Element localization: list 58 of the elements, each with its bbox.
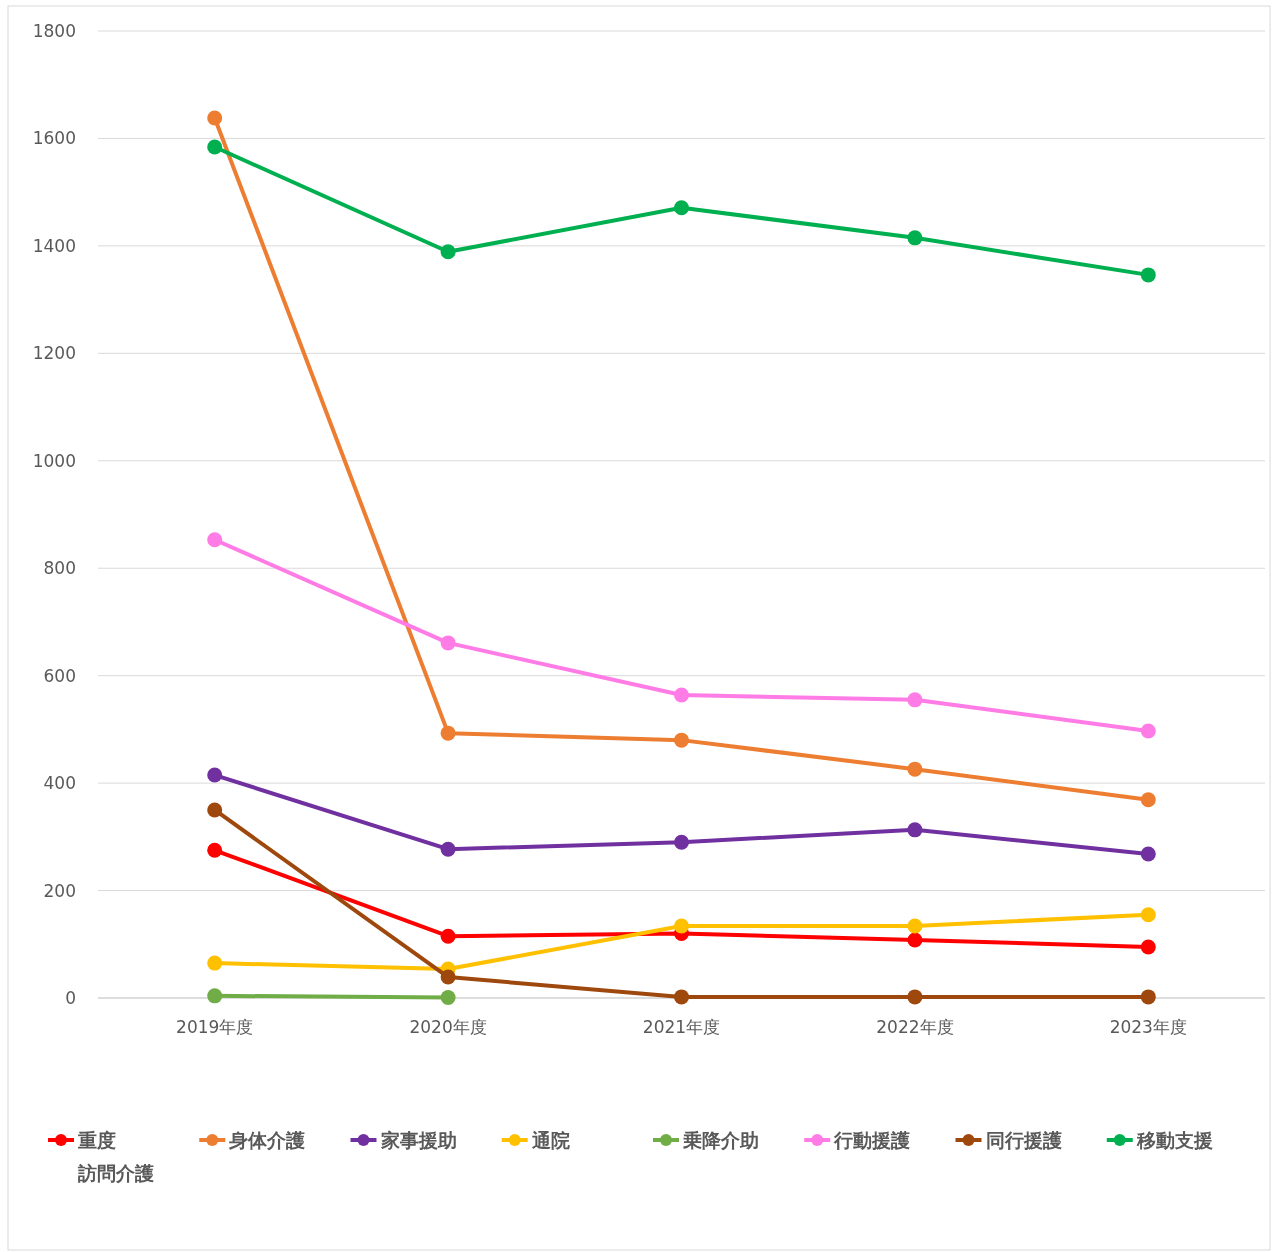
point — [674, 834, 689, 850]
y-tick-label: 1400 — [32, 235, 76, 256]
x-tick-label: 2022年度 — [876, 1017, 954, 1037]
legend-label: 身体介護 — [228, 1129, 306, 1151]
x-tick-label: 2023年度 — [1109, 1017, 1187, 1037]
point — [440, 244, 456, 260]
point — [207, 842, 223, 858]
point — [207, 139, 223, 155]
point — [907, 822, 923, 838]
y-tick-label: 1800 — [32, 21, 76, 41]
point — [907, 918, 923, 934]
point — [440, 635, 456, 651]
y-tick-label: 400 — [43, 773, 76, 794]
y-tick-label: 1600 — [32, 128, 76, 149]
legend-label: 同行援護 — [985, 1129, 1062, 1151]
legend-label: 行動援護 — [833, 1129, 911, 1151]
point — [207, 767, 223, 783]
point — [207, 110, 223, 126]
y-tick-label: 1200 — [32, 343, 76, 364]
point — [440, 928, 456, 944]
point — [674, 200, 689, 216]
point — [1140, 939, 1156, 955]
point — [440, 989, 456, 1005]
point — [674, 918, 689, 934]
point — [1140, 846, 1156, 862]
point — [207, 955, 223, 971]
x-tick-label: 2021年度 — [642, 1017, 721, 1037]
point — [907, 989, 923, 1005]
legend-label: 通院 — [530, 1129, 570, 1151]
point — [907, 932, 923, 948]
y-tick-label: 600 — [43, 665, 76, 686]
x-tick-label: 2020年度 — [409, 1017, 487, 1037]
point — [674, 687, 689, 703]
legend-label: 乗降介助 — [682, 1129, 759, 1151]
y-tick-label: 1000 — [32, 450, 76, 471]
point — [1140, 267, 1156, 283]
point — [440, 969, 456, 985]
y-tick-label: 0 — [65, 988, 76, 1008]
point — [440, 841, 456, 857]
point — [674, 732, 689, 748]
point — [207, 532, 223, 548]
point — [1140, 907, 1156, 923]
y-tick-label: 200 — [43, 880, 76, 901]
legend-label: 移動支援 — [1135, 1129, 1213, 1151]
x-tick-label: 2019年度 — [176, 1017, 254, 1037]
y-tick-label: 800 — [43, 558, 76, 579]
legend-label: 重度訪問介護 — [77, 1129, 154, 1184]
point — [1140, 792, 1156, 808]
point — [907, 761, 923, 777]
point — [440, 725, 456, 741]
legend-label: 家事援助 — [379, 1129, 457, 1151]
point — [907, 692, 923, 708]
point — [1140, 989, 1156, 1005]
point — [907, 230, 923, 246]
point — [207, 988, 223, 1004]
point — [207, 802, 223, 818]
point — [674, 989, 689, 1005]
point — [1140, 723, 1156, 739]
